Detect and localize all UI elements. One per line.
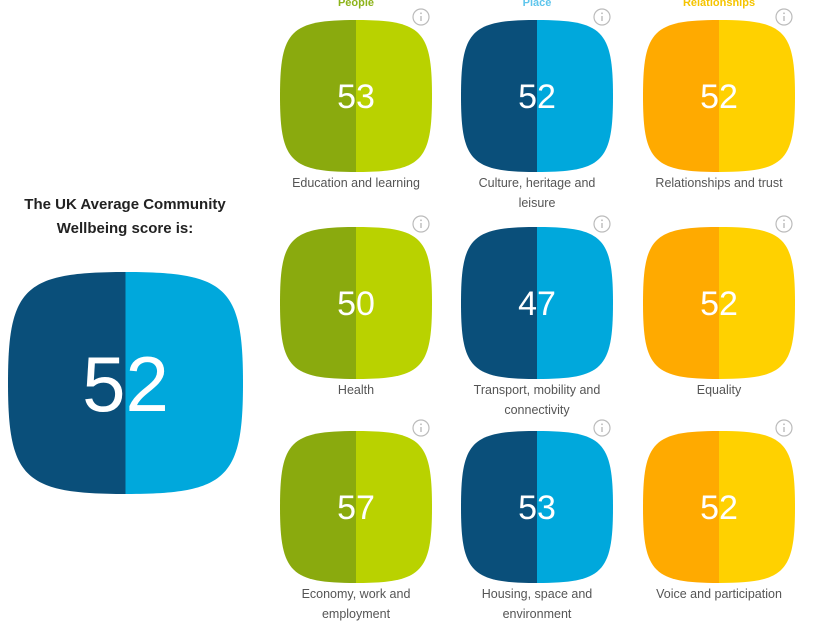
tile-half xyxy=(537,20,613,172)
score-value: 53 xyxy=(337,78,375,116)
tile-half xyxy=(356,20,432,172)
tile-shape xyxy=(280,20,432,172)
score-tile: 52 xyxy=(643,20,795,172)
tile-shape xyxy=(461,431,613,583)
score-value: 52 xyxy=(700,78,738,116)
tile-label: Housing, space and environment xyxy=(481,587,593,621)
score-value: 52 xyxy=(700,285,738,323)
score-tile: 52 xyxy=(643,431,795,583)
score-value: 52 xyxy=(82,340,169,428)
score-tile: 53 xyxy=(280,20,432,172)
tile-half xyxy=(719,431,795,583)
tile-half xyxy=(461,431,537,583)
tile-half xyxy=(719,227,795,379)
score-tile: 53 xyxy=(461,431,613,583)
info-icon[interactable] xyxy=(774,418,794,438)
info-icon[interactable] xyxy=(411,214,431,234)
summary-heading: The UK Average Community Wellbeing score… xyxy=(24,196,226,237)
info-icon[interactable] xyxy=(592,214,612,234)
score-value: 50 xyxy=(337,285,375,323)
tile-half xyxy=(643,431,719,583)
tile-shape xyxy=(461,227,613,379)
column-header: People xyxy=(337,0,375,9)
tile-label: Voice and participation xyxy=(656,587,782,601)
score-tile: 57 xyxy=(280,431,432,583)
tile-half xyxy=(461,20,537,172)
tile-shape xyxy=(280,227,432,379)
tile-half xyxy=(643,227,719,379)
info-icon[interactable] xyxy=(592,418,612,438)
tile-shape xyxy=(461,20,613,172)
tile-label: Relationships and trust xyxy=(655,176,783,190)
tile-half xyxy=(356,227,432,379)
column-header: Place xyxy=(522,0,552,9)
tile-half xyxy=(461,227,537,379)
info-icon[interactable] xyxy=(774,214,794,234)
score-tile: 52 xyxy=(461,20,613,172)
tile-half xyxy=(537,227,613,379)
tile-half xyxy=(280,431,356,583)
tile-label: Equality xyxy=(696,383,742,397)
tile-shape xyxy=(643,431,795,583)
tile-label: Economy, work and employment xyxy=(301,587,411,621)
tile-half xyxy=(125,272,243,494)
tile-half xyxy=(280,20,356,172)
score-tile: 52 xyxy=(643,227,795,379)
tile-half xyxy=(537,431,613,583)
tile-shape xyxy=(643,20,795,172)
tile-label: Education and learning xyxy=(292,176,420,190)
score-value: 57 xyxy=(337,489,375,527)
tile-half xyxy=(356,431,432,583)
score-tile: 47 xyxy=(461,227,613,379)
tile-label: Transport, mobility and connectivity xyxy=(473,383,601,417)
score-value: 52 xyxy=(518,78,556,116)
score-value: 53 xyxy=(518,489,556,527)
score-tile: 52 xyxy=(8,272,243,494)
score-value: 47 xyxy=(518,285,556,323)
tile-half xyxy=(643,20,719,172)
tile-label: Culture, heritage and leisure xyxy=(478,176,596,210)
tile-half xyxy=(280,227,356,379)
score-value: 52 xyxy=(700,489,738,527)
info-icon[interactable] xyxy=(411,418,431,438)
tile-half xyxy=(8,272,126,494)
info-icon[interactable] xyxy=(411,7,431,27)
info-icon[interactable] xyxy=(774,7,794,27)
info-icon[interactable] xyxy=(592,7,612,27)
column-header: Relationships xyxy=(682,0,756,9)
tile-shape xyxy=(8,272,243,494)
score-tile: 50 xyxy=(280,227,432,379)
tile-shape xyxy=(280,431,432,583)
tile-shape xyxy=(643,227,795,379)
tile-half xyxy=(719,20,795,172)
tile-label: Health xyxy=(337,383,375,397)
